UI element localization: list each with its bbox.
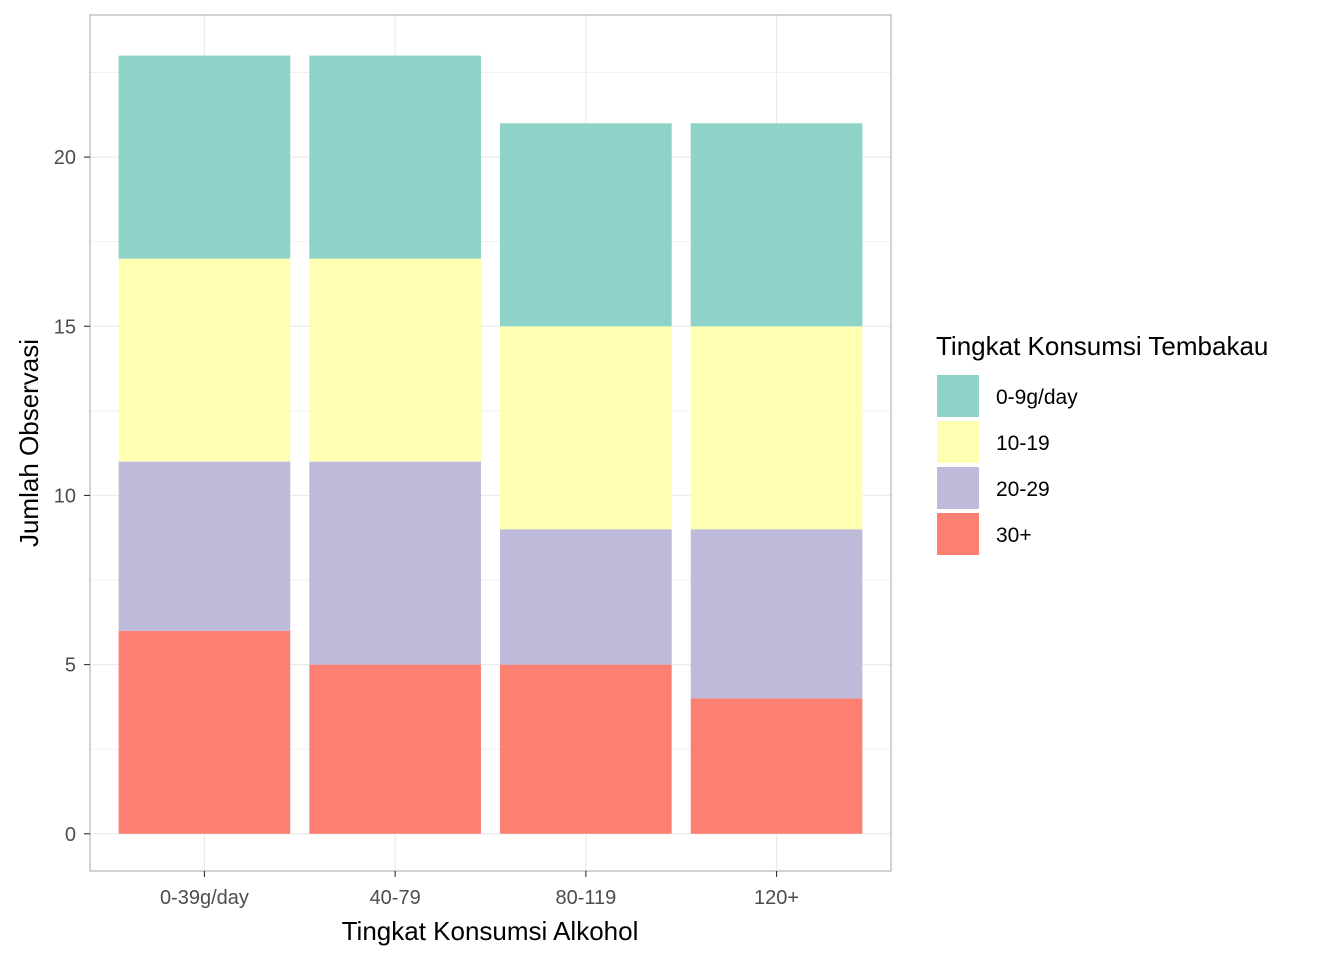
bar-segment xyxy=(500,529,672,665)
bars xyxy=(118,55,863,834)
bar-segment xyxy=(118,258,291,462)
bar-segment xyxy=(118,55,291,259)
plot-panel-border xyxy=(89,14,892,872)
bar-segment xyxy=(690,529,863,699)
legend-key xyxy=(937,467,979,509)
bar-segment xyxy=(118,461,291,631)
bar-segment xyxy=(690,326,863,530)
x-axis-title: Tingkat Konsumsi Alkohol xyxy=(342,916,639,946)
x-tick-label: 40-79 xyxy=(370,887,421,909)
legend-key xyxy=(937,513,979,555)
bar-segment xyxy=(690,123,863,327)
y-tick-label: 5 xyxy=(65,655,76,677)
bar-segment xyxy=(309,55,481,259)
x-tick-label: 120+ xyxy=(754,887,799,909)
legend-label: 30+ xyxy=(996,524,1032,547)
legend-label: 20-29 xyxy=(996,478,1050,501)
bar-segment xyxy=(500,664,672,834)
bar-segment xyxy=(690,698,863,834)
bar-segment xyxy=(500,326,672,530)
y-tick-label: 0 xyxy=(65,824,76,846)
y-tick-label: 10 xyxy=(54,485,76,507)
legend: Tingkat Konsumsi Tembakau 0-9g/day 10-19 2… xyxy=(936,331,1268,555)
legend-key xyxy=(937,375,979,417)
y-axis-ticks: 0 5 10 15 20 xyxy=(54,147,90,846)
y-tick-label: 15 xyxy=(54,316,76,338)
bar-segment xyxy=(500,123,672,327)
x-tick-label: 0-39g/day xyxy=(160,887,249,909)
y-tick-label: 20 xyxy=(54,147,76,169)
bar-segment xyxy=(118,630,291,834)
legend-title: Tingkat Konsumsi Tembakau xyxy=(936,331,1268,361)
legend-label: 0-9g/day xyxy=(996,386,1078,409)
legend-key xyxy=(937,421,979,463)
bar-segment xyxy=(309,461,481,665)
legend-label: 10-19 xyxy=(996,432,1050,455)
bar-segment xyxy=(309,258,481,462)
x-axis-ticks: 0-39g/day 40-79 80-119 120+ xyxy=(160,871,799,909)
bar-segment xyxy=(309,664,481,834)
y-axis-title: Jumlah Observasi xyxy=(14,339,44,547)
x-tick-label: 80-119 xyxy=(555,887,616,909)
